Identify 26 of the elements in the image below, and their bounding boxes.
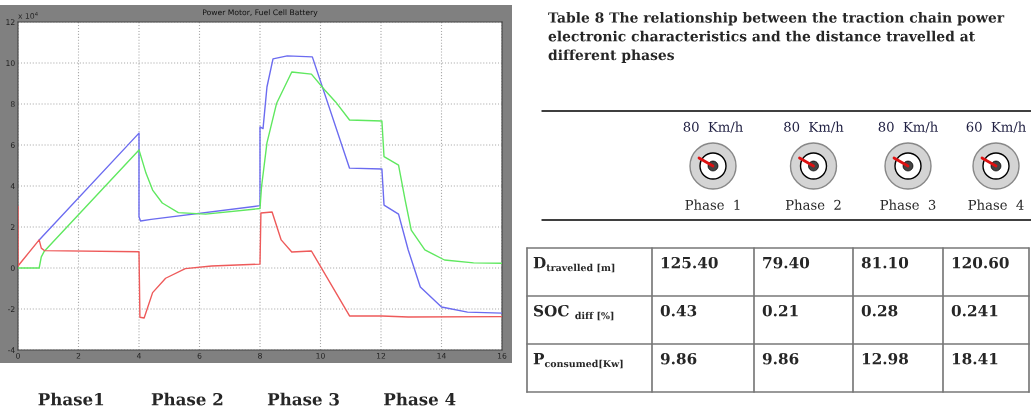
category-label: Phase 1: [685, 199, 740, 210]
text: 0.43: [660, 304, 697, 317]
category-label: Phase 3: [880, 199, 936, 210]
text: 80 Km/h: [784, 121, 844, 133]
text: 0.28: [861, 304, 898, 317]
text: 0.241: [951, 304, 998, 317]
text: 12.98: [862, 352, 909, 365]
text: 120.60: [952, 256, 1009, 269]
text: 80 Km/h: [878, 121, 938, 133]
text: 18.41: [952, 352, 998, 365]
text: 81.10: [861, 256, 909, 269]
text: Phase 4: [384, 392, 456, 406]
text: 0.21: [762, 304, 798, 317]
category-label: SOC diff [%]: [534, 304, 614, 321]
text: Phase 3: [267, 392, 339, 406]
text: Table 8 The relationship between the traction chain power electronic characteristics and the distance travelled at different phases: [548, 12, 1005, 63]
text: Phase1: [38, 392, 104, 406]
category-label: Phase 2: [785, 199, 841, 210]
text: Phase 2: [151, 392, 223, 406]
text: 125.40: [661, 256, 718, 269]
text: 9.86: [660, 352, 697, 365]
text: 60 Km/h: [966, 121, 1026, 133]
category-label: Phase 4: [968, 199, 1024, 210]
text: 80 Km/h: [683, 121, 743, 133]
text: 9.86: [762, 352, 799, 365]
text: 79.40: [763, 256, 810, 269]
